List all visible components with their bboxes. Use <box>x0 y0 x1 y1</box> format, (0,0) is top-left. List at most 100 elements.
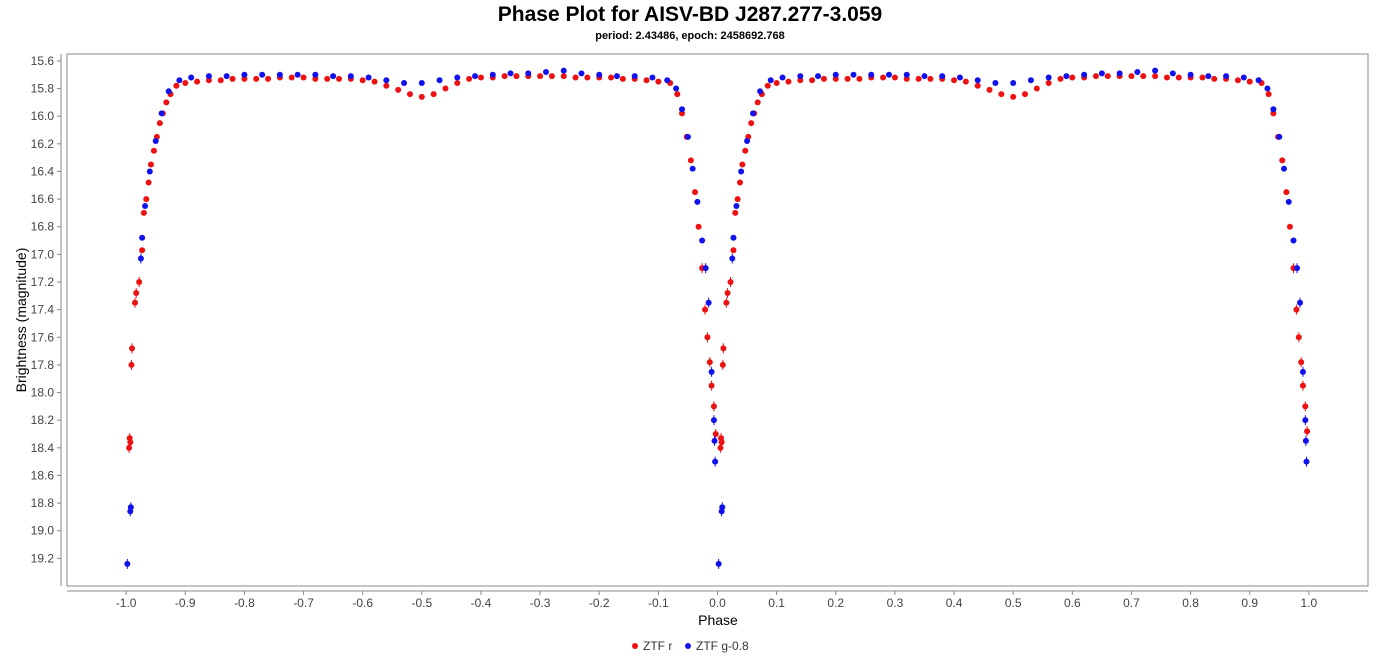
y-tick-label: 17.6 <box>31 330 55 344</box>
data-point <box>712 458 719 465</box>
data-point <box>1092 73 1099 80</box>
data-point <box>1163 74 1170 81</box>
data-point <box>1116 70 1123 77</box>
data-point <box>401 80 408 87</box>
data-point <box>655 78 662 85</box>
legend-marker <box>632 643 638 649</box>
data-point <box>664 77 671 84</box>
y-tick-label: 19.2 <box>31 551 55 565</box>
data-point <box>692 189 699 196</box>
data-point <box>336 75 343 82</box>
data-point <box>127 439 134 446</box>
data-point <box>454 74 461 81</box>
data-point <box>430 91 437 98</box>
data-point <box>1279 157 1286 164</box>
data-point <box>754 99 761 106</box>
data-point <box>734 196 741 203</box>
data-point <box>1299 368 1306 375</box>
data-point <box>951 77 958 84</box>
y-tick-label: 15.6 <box>31 54 55 68</box>
data-point <box>253 75 260 82</box>
data-point <box>259 71 266 78</box>
data-point <box>1187 71 1194 78</box>
x-tick-label: -0.5 <box>411 596 432 610</box>
data-point <box>241 75 248 82</box>
data-point <box>757 88 764 95</box>
x-tick-label: 0.0 <box>709 596 726 610</box>
data-point <box>312 71 319 78</box>
data-point <box>684 133 691 140</box>
data-point <box>921 73 928 80</box>
data-point <box>1022 91 1029 98</box>
x-tick-label: 0.9 <box>1241 596 1258 610</box>
data-point <box>962 78 969 85</box>
data-point <box>136 279 143 285</box>
data-point <box>1199 74 1206 81</box>
chart-title: Phase Plot for AISV-BD J287.277-3.059 <box>498 3 882 26</box>
data-point <box>312 75 319 82</box>
data-point <box>265 75 272 82</box>
data-point <box>719 504 726 511</box>
data-point <box>710 403 717 410</box>
x-tick-label: 0.2 <box>827 596 844 610</box>
data-point <box>1234 77 1241 84</box>
x-tick-label: 0.4 <box>946 596 963 610</box>
data-point <box>903 75 910 82</box>
data-point <box>742 147 749 154</box>
data-point <box>832 71 839 78</box>
data-point <box>324 75 331 82</box>
x-tick-label: 0.3 <box>887 596 904 610</box>
data-point <box>1081 71 1088 78</box>
data-point <box>619 75 626 82</box>
data-point <box>129 345 136 352</box>
data-point <box>748 120 755 127</box>
data-point <box>702 306 709 313</box>
data-point <box>165 88 172 95</box>
data-point <box>1152 67 1159 74</box>
data-point <box>687 157 694 164</box>
data-point <box>1255 77 1262 84</box>
data-point <box>276 71 283 78</box>
data-point <box>1069 74 1076 81</box>
y-tick-label: 18.2 <box>31 413 55 427</box>
data-point <box>1152 73 1159 80</box>
data-point <box>705 299 712 306</box>
x-tick-label: 0.7 <box>1123 596 1140 610</box>
data-point <box>712 431 719 437</box>
x-tick-label: 0.6 <box>1064 596 1081 610</box>
legend-entry: ZTF g-0.8 <box>696 639 749 653</box>
data-point <box>1270 110 1277 117</box>
data-point <box>773 80 780 87</box>
data-point <box>764 82 771 89</box>
data-point <box>548 73 555 80</box>
y-tick-label: 18.0 <box>31 386 55 400</box>
data-point <box>142 203 149 209</box>
data-point <box>300 74 307 81</box>
data-point <box>695 223 702 230</box>
x-tick-label: -0.1 <box>648 596 669 610</box>
data-point <box>442 85 449 92</box>
data-point <box>744 138 751 145</box>
data-point <box>176 77 183 84</box>
x-tick-label: -0.9 <box>175 596 196 610</box>
data-point <box>1264 85 1271 92</box>
data-point <box>820 75 827 82</box>
data-point <box>832 75 839 82</box>
y-tick-label: 16.4 <box>31 164 55 178</box>
data-point <box>715 560 722 567</box>
data-point <box>1240 74 1247 81</box>
legend: ZTF r ZTF g-0.8 <box>632 639 749 653</box>
data-point <box>383 77 390 84</box>
data-point <box>1265 91 1272 98</box>
data-point <box>718 439 725 446</box>
data-point <box>1290 237 1297 244</box>
data-point <box>1010 93 1017 100</box>
data-point <box>365 74 372 81</box>
data-point <box>436 77 443 84</box>
data-point <box>1295 334 1302 341</box>
data-point <box>711 437 718 444</box>
x-tick-label: 0.5 <box>1005 596 1022 610</box>
data-point <box>1223 73 1230 80</box>
data-point <box>797 73 804 80</box>
data-point <box>785 78 792 85</box>
